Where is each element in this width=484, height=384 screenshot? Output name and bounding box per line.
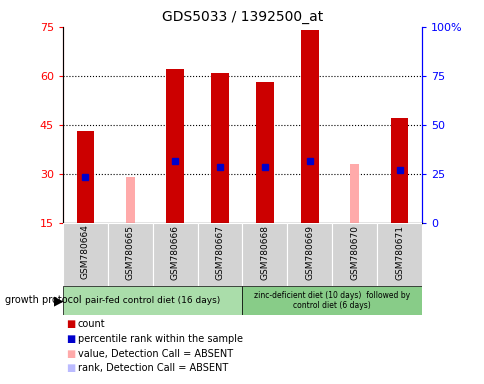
Text: ■: ■ — [65, 319, 75, 329]
Text: rank, Detection Call = ABSENT: rank, Detection Call = ABSENT — [77, 363, 227, 373]
Bar — [127, 190, 134, 223]
Bar — [376, 223, 421, 286]
Text: GSM780666: GSM780666 — [170, 225, 180, 280]
Bar — [152, 223, 197, 286]
Text: value, Detection Call = ABSENT: value, Detection Call = ABSENT — [77, 349, 232, 359]
Bar — [211, 73, 228, 223]
Bar — [332, 223, 376, 286]
Text: count: count — [77, 319, 105, 329]
Text: ■: ■ — [65, 349, 75, 359]
Text: GSM780670: GSM780670 — [349, 225, 359, 280]
Bar — [107, 223, 152, 286]
Text: GSM780669: GSM780669 — [304, 225, 314, 280]
Bar — [166, 70, 184, 223]
Text: pair-fed control diet (16 days): pair-fed control diet (16 days) — [85, 296, 220, 305]
Text: GSM780671: GSM780671 — [394, 225, 403, 280]
Text: GSM780665: GSM780665 — [125, 225, 135, 280]
Text: GSM780667: GSM780667 — [215, 225, 224, 280]
Bar — [197, 223, 242, 286]
Bar — [125, 177, 135, 223]
Bar — [256, 83, 273, 223]
Text: ■: ■ — [65, 334, 75, 344]
Bar — [63, 223, 107, 286]
Bar — [350, 190, 357, 223]
Bar — [76, 131, 94, 223]
Bar — [287, 223, 332, 286]
Text: zinc-deficient diet (10 days)  followed by
control diet (6 days): zinc-deficient diet (10 days) followed b… — [254, 291, 409, 310]
Text: percentile rank within the sample: percentile rank within the sample — [77, 334, 242, 344]
Title: GDS5033 / 1392500_at: GDS5033 / 1392500_at — [162, 10, 322, 25]
Text: ▶: ▶ — [54, 294, 64, 307]
Bar — [300, 30, 318, 223]
Text: GSM780664: GSM780664 — [81, 225, 90, 280]
Bar — [349, 164, 358, 223]
Text: growth protocol: growth protocol — [5, 295, 81, 306]
Bar — [242, 286, 421, 315]
Bar — [390, 118, 408, 223]
Bar — [242, 223, 287, 286]
Bar — [63, 286, 242, 315]
Text: ■: ■ — [65, 363, 75, 373]
Text: GSM780668: GSM780668 — [260, 225, 269, 280]
